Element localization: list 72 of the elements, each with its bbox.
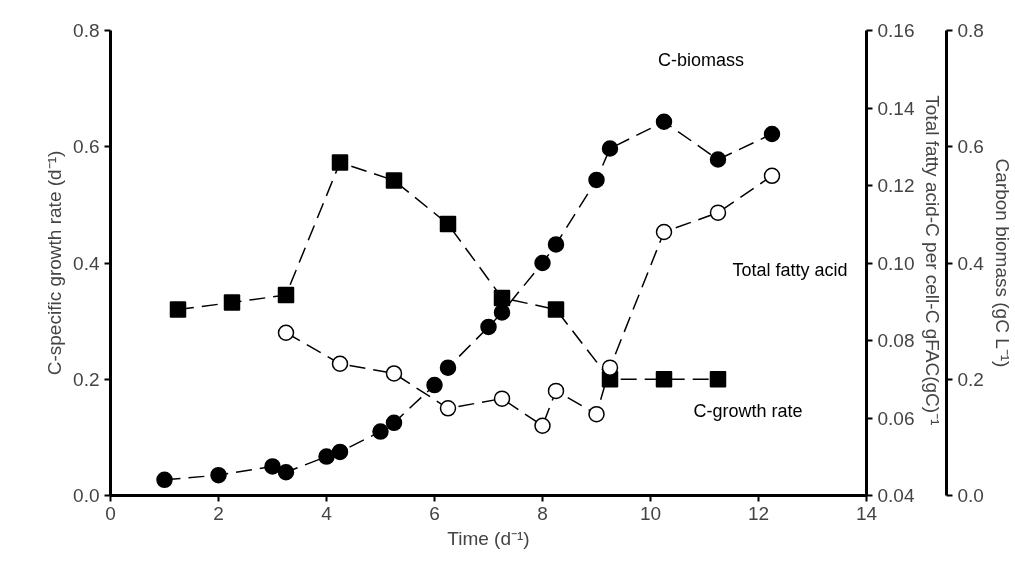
point	[169, 301, 187, 318]
point	[277, 286, 295, 304]
point	[385, 365, 403, 382]
point	[588, 171, 605, 189]
point	[385, 172, 403, 189]
point	[223, 294, 241, 311]
y-tick-label: 0.6	[73, 136, 100, 158]
y3-tick-label: 0.8	[957, 20, 984, 41]
point	[277, 464, 295, 481]
x-tick-label: 2	[213, 502, 224, 524]
point	[655, 113, 673, 130]
point	[493, 304, 511, 321]
point	[331, 355, 349, 372]
y3-tick-label: 0.0	[957, 485, 984, 506]
point	[709, 151, 727, 168]
x-tick-label: 8	[537, 502, 548, 524]
y3-tick-label: 0.2	[957, 368, 984, 390]
y-tick-label: 0.2	[73, 368, 100, 390]
x-tick-label: 10	[639, 502, 662, 524]
y-axis-title: C-specific growth rate (d⁻¹)	[44, 150, 66, 376]
point	[439, 215, 457, 233]
point	[277, 324, 295, 341]
series-label: C-growth rate	[693, 401, 803, 422]
y2-tick-label: 0.10	[877, 252, 915, 274]
x-tick-label: 14	[855, 502, 878, 524]
point	[709, 204, 727, 221]
y2-tick-label: 0.04	[877, 485, 915, 506]
y2-tick-label: 0.12	[877, 175, 915, 196]
y-tick-label: 0.0	[73, 485, 100, 506]
text: Total fatty acid	[732, 259, 848, 280]
y2-tick-label: 0.14	[877, 97, 915, 119]
point	[331, 154, 349, 171]
point	[264, 458, 281, 475]
point	[601, 359, 619, 376]
y-tick-label: 0.4	[73, 252, 100, 274]
x-tick-label: 12	[747, 502, 770, 524]
x-tick-label: 4	[321, 502, 333, 524]
point	[588, 405, 605, 423]
y2-axis-title: Total fatty acid-C per cell-C gFAC(gC)⁻¹	[922, 95, 944, 426]
point	[426, 376, 443, 394]
y-tick-label: 0.8	[73, 20, 100, 41]
y3-axis-title: Carbon biomass (gC L⁻¹)	[991, 158, 1013, 368]
point	[318, 448, 335, 465]
x-axis-title: Time (d⁻¹)	[447, 527, 530, 549]
x-tick-label: 6	[429, 502, 440, 524]
y3-tick-label: 0.6	[957, 136, 984, 158]
point	[547, 301, 565, 318]
point	[709, 371, 727, 388]
y2-tick-label: 0.08	[877, 330, 915, 351]
point	[439, 359, 457, 376]
point	[493, 390, 511, 407]
point	[372, 423, 389, 440]
point	[331, 443, 349, 461]
point	[156, 471, 173, 489]
point	[601, 140, 619, 157]
point	[439, 400, 457, 417]
point	[547, 236, 565, 253]
point	[534, 254, 551, 272]
point	[547, 382, 565, 400]
point	[763, 125, 781, 143]
point	[655, 223, 673, 241]
x-tick-label: 0	[105, 502, 116, 524]
point	[534, 417, 551, 434]
point	[763, 167, 781, 185]
point	[210, 466, 227, 484]
y2-tick-label: 0.16	[877, 20, 915, 41]
point	[385, 414, 403, 432]
text: C-biomass	[657, 49, 745, 70]
y3-tick-label: 0.4	[957, 252, 985, 274]
point	[655, 371, 673, 388]
y2-tick-label: 0.06	[877, 407, 915, 429]
point	[480, 318, 497, 336]
